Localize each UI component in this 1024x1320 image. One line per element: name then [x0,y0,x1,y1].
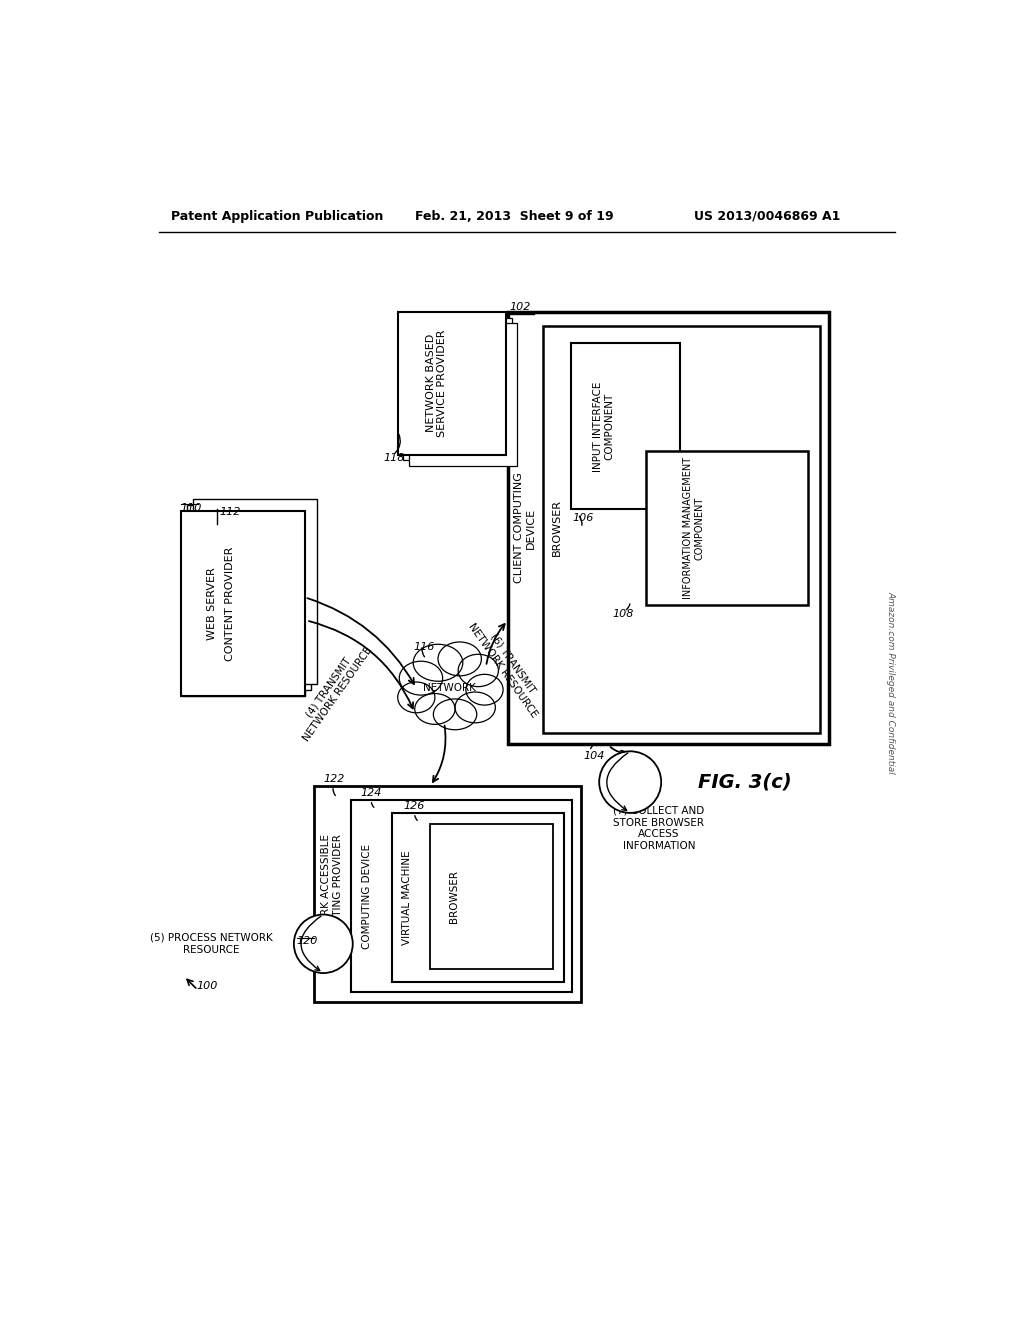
Text: 126: 126 [403,801,425,810]
Text: 124: 124 [360,788,382,797]
Ellipse shape [466,675,503,705]
Text: CONTENT PROVIDER: CONTENT PROVIDER [225,546,236,660]
Bar [646,451,809,605]
Text: Amazon.com Privileged and Confidential: Amazon.com Privileged and Confidential [887,590,896,774]
FancyArrowPatch shape [301,916,321,970]
Bar [351,800,572,993]
Bar [314,785,582,1002]
Text: 118: 118 [384,453,406,462]
Text: (7) COLLECT AND
STORE BROWSER
ACCESS
INFORMATION: (7) COLLECT AND STORE BROWSER ACCESS INF… [613,807,705,850]
Bar [397,313,506,455]
Text: 116: 116 [414,642,434,652]
Text: COMPUTING DEVICE: COMPUTING DEVICE [361,843,372,949]
Text: VIRTUAL MACHINE: VIRTUAL MACHINE [402,850,412,945]
FancyArrowPatch shape [333,789,335,796]
Bar [194,499,317,684]
FancyArrowPatch shape [627,605,630,610]
Bar [543,326,820,733]
Text: INPUT INTERFACE
COMPONENT: INPUT INTERFACE COMPONENT [593,381,614,471]
FancyArrowPatch shape [422,648,425,657]
Text: 120: 120 [297,936,318,946]
Text: 110: 110 [180,503,202,513]
Text: (6) TRANSMIT
NETWORK RESOURCE: (6) TRANSMIT NETWORK RESOURCE [467,614,549,719]
Text: 106: 106 [572,512,594,523]
Text: (4) TRANSMIT
NETWORK RESOURCE: (4) TRANSMIT NETWORK RESOURCE [292,639,375,743]
FancyArrowPatch shape [395,434,400,453]
FancyArrowPatch shape [591,744,594,748]
Text: 122: 122 [324,774,345,784]
Bar [180,511,305,696]
Text: (5) PROCESS NETWORK
RESOURCE: (5) PROCESS NETWORK RESOURCE [151,933,273,954]
Text: 104: 104 [584,751,605,762]
Text: Feb. 21, 2013  Sheet 9 of 19: Feb. 21, 2013 Sheet 9 of 19 [415,210,613,223]
Ellipse shape [458,655,499,686]
Ellipse shape [399,661,442,696]
Bar [508,313,829,743]
Ellipse shape [414,644,463,681]
Bar [403,318,512,461]
Text: CLIENT COMPUTING
DEVICE: CLIENT COMPUTING DEVICE [514,473,536,583]
Text: WEB SERVER: WEB SERVER [207,568,217,640]
FancyArrowPatch shape [607,752,628,810]
Text: FIG. 3(c): FIG. 3(c) [697,772,792,792]
Ellipse shape [415,693,455,725]
Circle shape [294,915,352,973]
Text: 108: 108 [612,609,634,619]
Bar [571,343,680,508]
Text: 100: 100 [197,981,217,991]
Text: US 2013/0046869 A1: US 2013/0046869 A1 [693,210,840,223]
Bar [397,313,506,455]
Text: BROWSER: BROWSER [449,870,459,923]
FancyArrowPatch shape [415,816,417,821]
Text: 102: 102 [509,302,530,313]
Ellipse shape [438,642,481,676]
Bar [430,825,553,969]
Text: Patent Application Publication: Patent Application Publication [171,210,383,223]
Text: NETWORK: NETWORK [423,684,476,693]
Text: BROWSER: BROWSER [552,499,562,557]
Text: INFORMATION MANAGEMENT
COMPONENT: INFORMATION MANAGEMENT COMPONENT [683,457,705,599]
Text: NETWORK BASED
SERVICE PROVIDER: NETWORK BASED SERVICE PROVIDER [426,330,447,437]
Ellipse shape [397,682,435,713]
Text: NETWORK ACCESSIBLE
COMPUTING PROVIDER: NETWORK ACCESSIBLE COMPUTING PROVIDER [322,834,343,954]
Ellipse shape [433,700,477,730]
Ellipse shape [455,692,496,723]
FancyArrowPatch shape [580,516,582,525]
FancyArrowPatch shape [372,803,374,808]
Bar [391,813,563,982]
Bar [187,506,311,689]
Bar [409,323,517,466]
Bar [180,511,305,696]
Circle shape [599,751,662,813]
Text: 112: 112 [219,507,241,517]
